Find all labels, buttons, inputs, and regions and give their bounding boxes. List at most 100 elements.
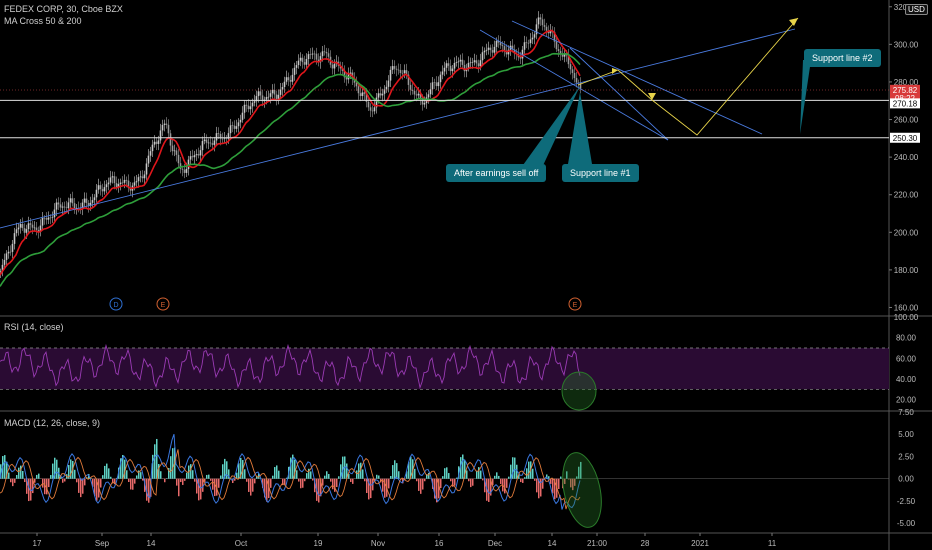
macd-histogram-bar (550, 478, 552, 484)
macd-histogram-bar (410, 456, 412, 479)
candle-body (333, 63, 336, 69)
macd-histogram-bar (244, 469, 246, 479)
macd-histogram-bar (294, 459, 296, 479)
macd-histogram-bar (108, 468, 110, 479)
candles (0, 11, 582, 278)
candle-body (91, 200, 94, 203)
macd-histogram-bar (94, 478, 96, 497)
candle-body (543, 25, 546, 27)
macd-histogram-bar (348, 473, 350, 479)
macd-histogram-bar (276, 465, 278, 479)
macd-histogram-bar (142, 478, 144, 481)
macd-histogram-bar (504, 478, 506, 494)
macd-histogram-bar (170, 456, 172, 479)
candle-body (99, 185, 102, 190)
macd-histogram-bar (560, 476, 562, 479)
symbol-title: FEDEX CORP, 30, Cboe BZX (4, 4, 123, 14)
candle-body (253, 101, 256, 103)
candle-body (535, 24, 538, 35)
currency-badge[interactable]: USD (905, 4, 928, 15)
macd-histogram-bar (442, 476, 444, 479)
macd-histogram-bar (194, 478, 196, 482)
macd-histogram-bar (250, 478, 252, 496)
macd-histogram-bar (278, 470, 280, 479)
candle-body (229, 125, 232, 134)
candle-body (383, 89, 386, 94)
time-tick-label: 14 (147, 539, 156, 548)
macd-histogram-bar (370, 478, 372, 499)
macd-histogram-bar (578, 466, 580, 479)
macd-histogram-bar (258, 473, 260, 479)
candle-body (137, 177, 140, 182)
candle-body (133, 182, 136, 186)
macd-histogram-bar (444, 468, 446, 479)
candle-body (103, 187, 106, 192)
candle-body (423, 103, 426, 105)
candle-body (523, 42, 526, 50)
macd-histogram-bar (146, 478, 148, 501)
candle-body (367, 101, 370, 108)
macd-histogram-bar (526, 468, 528, 479)
macd-histogram-bar (428, 472, 430, 479)
macd-histogram-bar (466, 470, 468, 479)
macd-histogram-bar (326, 471, 328, 479)
macd-title: MACD (12, 26, close, 9) (4, 418, 101, 428)
time-tick-label: 16 (435, 539, 444, 548)
candle-body (431, 82, 434, 90)
macd-histogram-bar (34, 478, 36, 483)
candle-body (241, 112, 244, 120)
macd-tick-label: -2.50 (897, 497, 916, 506)
candle-body (307, 54, 310, 60)
candle-body (455, 62, 458, 63)
candle-body (17, 227, 20, 230)
macd-histogram-bar (416, 478, 418, 482)
macd-histogram-bar (136, 475, 138, 479)
candle-body (445, 63, 448, 68)
macd-histogram-bar (26, 478, 28, 494)
price-tick-label: 280.00 (894, 78, 919, 87)
candle-body (319, 56, 322, 63)
macd-histogram-bar (148, 478, 150, 503)
macd-tick-label: 7.50 (898, 408, 914, 417)
macd-histogram-bar (464, 459, 466, 479)
candle-body (579, 83, 582, 89)
candle-body (199, 150, 202, 156)
candle-body (361, 92, 364, 97)
candle-body (427, 94, 430, 98)
macd-histogram-bar (172, 448, 174, 479)
candle-body (7, 251, 10, 254)
candle-body (397, 69, 400, 71)
candle-body (529, 39, 532, 44)
macd-histogram-bar (114, 478, 116, 485)
macd-histogram-bar (418, 478, 420, 491)
macd-histogram-bar (282, 478, 284, 486)
candle-body (443, 67, 446, 72)
macd-histogram-bar (270, 478, 272, 488)
candle-body (475, 60, 478, 64)
candle-body (23, 228, 26, 233)
candle-body (113, 176, 116, 184)
candle-body (209, 142, 212, 144)
macd-histogram-bar (548, 476, 550, 479)
macd-histogram-bar (388, 478, 390, 489)
candle-body (271, 89, 274, 94)
candle-body (495, 40, 498, 47)
candle-body (545, 26, 548, 31)
macd-histogram-bar (334, 478, 336, 492)
macd-histogram-bar (414, 468, 416, 479)
macd-histogram-bar (268, 478, 270, 499)
macd-histogram-bar (74, 469, 76, 479)
ma200-line (0, 52, 581, 287)
macd-histogram-bar (284, 478, 286, 485)
macd-line (0, 433, 581, 510)
macd-histogram-bar (554, 478, 556, 500)
rsi-tick-label: 100.00 (894, 313, 919, 322)
macd-histogram-bar (182, 478, 184, 485)
candle-body (185, 169, 188, 173)
candle-body (401, 72, 404, 74)
candle-body (217, 133, 220, 134)
macd-histogram-bar (440, 478, 442, 489)
macd-histogram-bar (300, 478, 302, 489)
candle-body (59, 204, 62, 208)
